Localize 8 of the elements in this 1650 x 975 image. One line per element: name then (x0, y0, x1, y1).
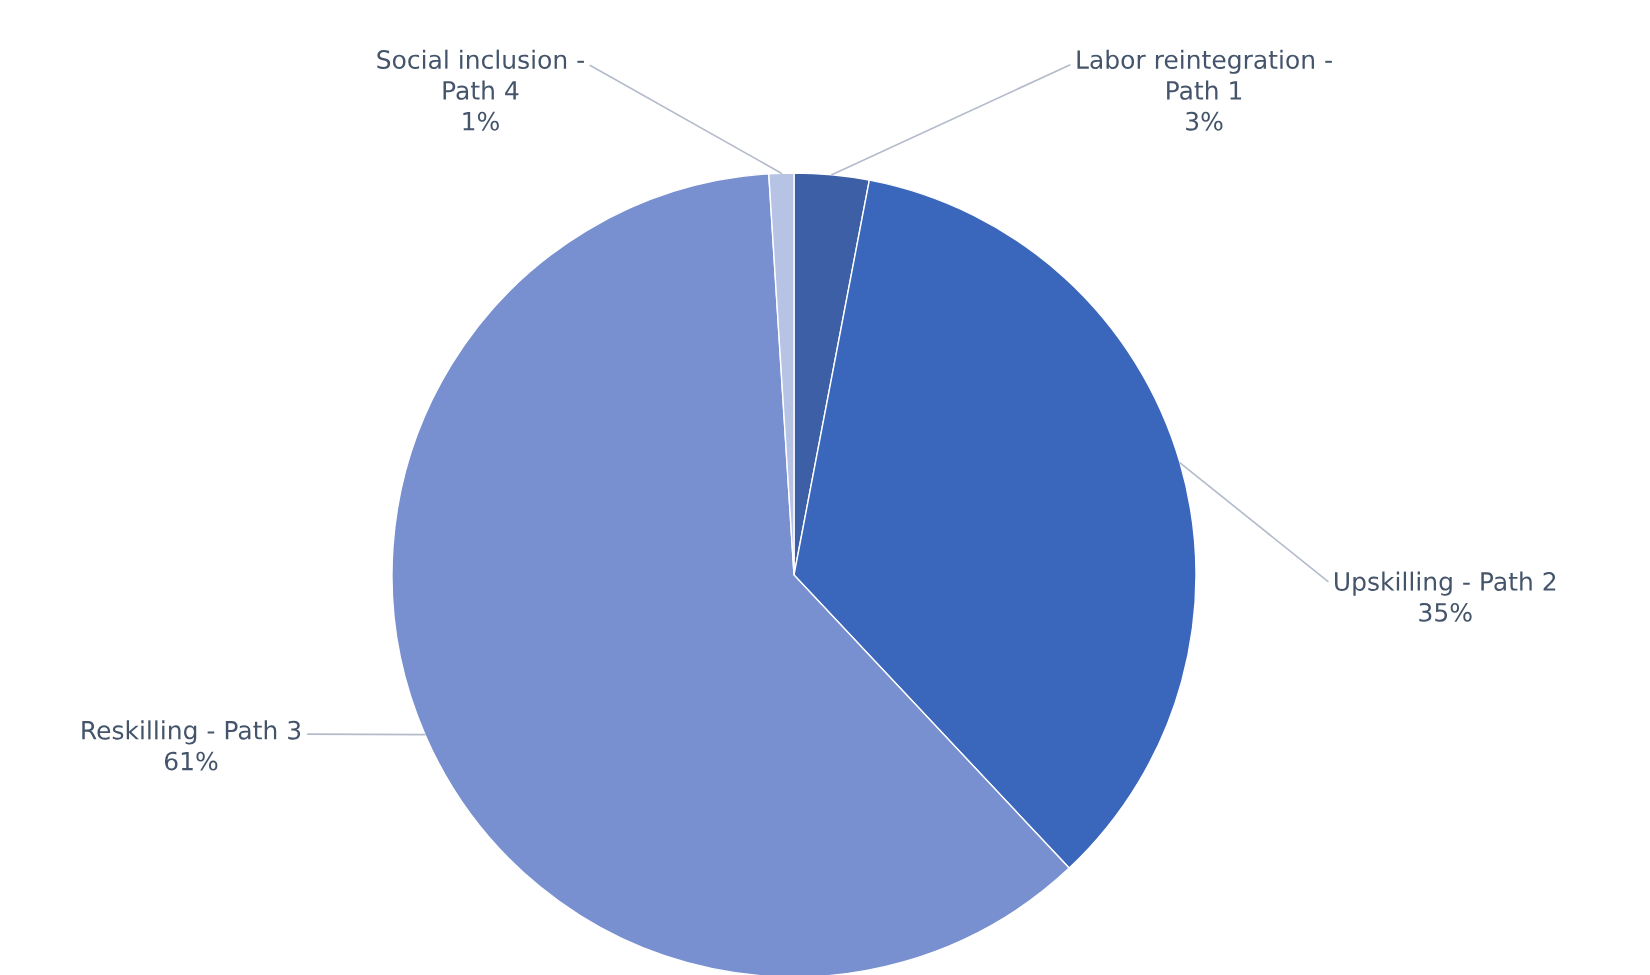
slice-label: Upskilling - Path 2 (1334, 571, 1556, 596)
data-label: 35% (1419, 602, 1472, 622)
slice-label: Social inclusion - Path 4 (377, 49, 584, 100)
data-label: 61% (164, 751, 218, 771)
slice-label: Labor reintegration - Path 1 (1077, 49, 1332, 100)
data-label: 3% (1186, 111, 1223, 131)
data-label: 1% (463, 111, 499, 131)
slice-label: Reskilling - Path 3 (82, 720, 301, 745)
